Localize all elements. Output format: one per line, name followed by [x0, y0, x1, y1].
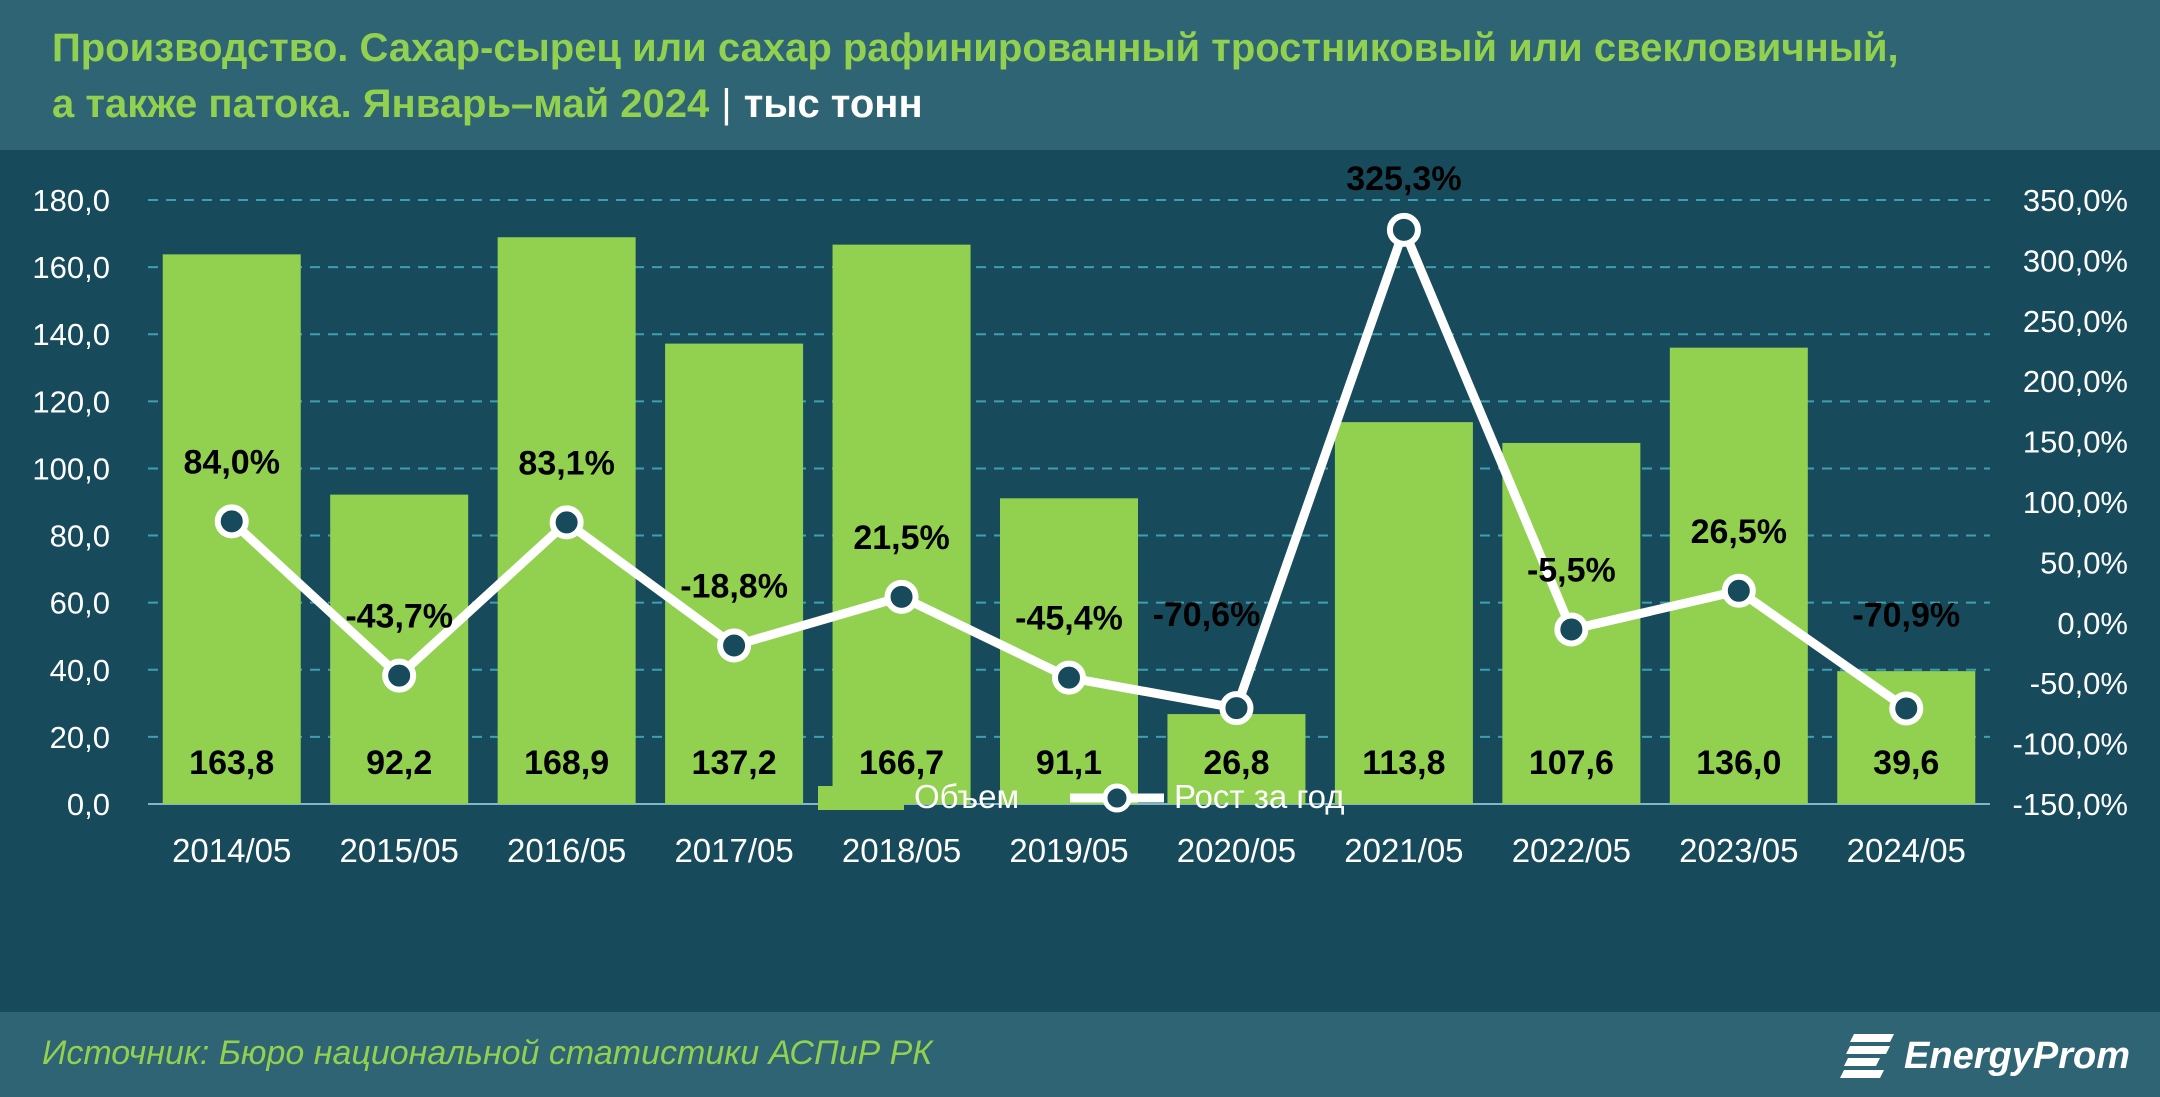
growth-value-label: 83,1%	[518, 444, 614, 482]
legend-line-label: Рост за год	[1174, 778, 1345, 815]
x-tick-label: 2015/05	[340, 832, 459, 869]
growth-value-label: -18,8%	[680, 568, 788, 606]
bar-2021/05	[1334, 422, 1473, 804]
x-tick-label: 2023/05	[1679, 832, 1798, 869]
x-tick-label: 2018/05	[842, 832, 961, 869]
bar-value-label: 113,8	[1362, 744, 1445, 782]
growth-value-label: -70,9%	[1852, 596, 1960, 634]
growth-point-2021/05	[1386, 212, 1421, 247]
bar-2020/05	[1167, 714, 1306, 804]
y-left-tick-label: 100,0	[32, 451, 110, 486]
y-left-tick-label: 180,0	[32, 183, 110, 218]
y-right-tick-label: 150,0%	[2023, 425, 2128, 460]
y-left-tick-label: 140,0	[32, 317, 110, 352]
chart-area: 0,0 20,0 40,0 60,0 80,0 100,0 120,0 140,0 160,0 1…	[0, 150, 2160, 1012]
growth-value-label: 21,5%	[853, 519, 949, 557]
y-right-tick-label: 200,0%	[2023, 364, 2128, 399]
brand-logo: EnergyProm	[1840, 1026, 2130, 1086]
bar-value-label: 166,7	[859, 744, 944, 782]
bar-value-label: 39,6	[1873, 744, 1939, 782]
growth-value-label: 26,5%	[1691, 513, 1787, 551]
x-tick-label: 2016/05	[507, 832, 626, 869]
y-left-tick-label: 120,0	[32, 384, 110, 419]
bar-value-label: 137,2	[692, 744, 777, 782]
growth-point-2023/05	[1721, 573, 1756, 608]
x-tick-label: 2014/05	[172, 832, 291, 869]
y-left-tick-label: 20,0	[50, 720, 110, 755]
y-right-tick-label: 100,0%	[2023, 485, 2128, 520]
title-line-1: Производство. Сахар-сырец или сахар рафи…	[52, 26, 1899, 70]
growth-point-2016/05	[549, 505, 584, 540]
growth-value-label: -5,5%	[1527, 551, 1616, 589]
growth-value-label: 325,3%	[1346, 160, 1461, 198]
growth-point-2017/05	[717, 628, 752, 663]
growth-point-2024/05	[1889, 691, 1924, 726]
bar-value-label: 163,8	[189, 744, 274, 782]
y-left-tick-label: 60,0	[50, 586, 110, 621]
energyprom-logo-icon	[1840, 1034, 1895, 1078]
y-left-tick-label: 40,0	[50, 653, 110, 688]
x-tick-label: 2017/05	[674, 832, 793, 869]
logo-text: EnergyProm	[1904, 1034, 2130, 1077]
title-line-2: а также патока. Январь–май 2024	[52, 82, 710, 126]
growth-value-label: 84,0%	[184, 443, 280, 481]
y-left-tick-label: 160,0	[32, 250, 110, 285]
legend-line-marker	[1102, 783, 1132, 813]
x-tick-label: 2022/05	[1512, 832, 1631, 869]
bar-value-label: 136,0	[1696, 744, 1781, 782]
y-left-tick-label: 0,0	[67, 787, 110, 822]
y-right-tick-label: -100,0%	[2013, 727, 2128, 762]
legend-bar-label: Объем	[914, 778, 1019, 815]
bar-2018/05	[832, 244, 971, 804]
y-right-tick-label: 300,0%	[2023, 243, 2128, 278]
y-left-tick-label: 80,0	[50, 519, 110, 554]
bar-2017/05	[665, 343, 804, 804]
footer-panel: Источник: Бюро национальной статистики А…	[0, 1012, 2160, 1097]
y-right-tick-label: -150,0%	[2013, 787, 2128, 822]
growth-value-label: -45,4%	[1015, 600, 1123, 638]
bar-value-label: 26,8	[1203, 744, 1269, 782]
source-note: Источник: Бюро национальной статистики А…	[42, 1034, 933, 1072]
y-right-tick-label: 350,0%	[2023, 183, 2128, 218]
growth-point-2019/05	[1052, 660, 1086, 695]
growth-point-2014/05	[214, 504, 249, 539]
growth-point-2018/05	[884, 579, 919, 614]
growth-point-2020/05	[1219, 691, 1254, 726]
growth-point-2022/05	[1554, 612, 1589, 647]
x-tick-label: 2021/05	[1344, 832, 1463, 869]
x-tick-label: 2024/05	[1847, 832, 1966, 869]
y-right-tick-label: 0,0%	[2057, 606, 2128, 641]
legend-bar-swatch	[818, 786, 904, 810]
growth-value-label: -43,7%	[345, 598, 453, 636]
x-tick-label: 2020/05	[1177, 832, 1296, 869]
header-panel: Производство. Сахар-сырец или сахар рафи…	[0, 0, 2160, 150]
y-right-tick-label: 250,0%	[2023, 304, 2128, 339]
bar-value-label: 168,9	[524, 744, 609, 782]
x-tick-label: 2019/05	[1009, 832, 1128, 869]
chart-svg: 0,0 20,0 40,0 60,0 80,0 100,0 120,0 140,0 160,0 1…	[32, 160, 2128, 869]
growth-value-label: -70,6%	[1153, 596, 1261, 634]
title-separator: |	[721, 82, 732, 126]
bar-2015/05	[330, 494, 469, 804]
bar-2024/05	[1837, 671, 1976, 804]
title-unit: тыс тонн	[743, 82, 923, 126]
y-right-tick-label: 50,0%	[2040, 545, 2128, 580]
y-right-tick-label: -50,0%	[2030, 666, 2128, 701]
growth-point-2015/05	[382, 658, 417, 693]
chart-title: Производство. Сахар-сырец или сахар рафи…	[52, 20, 2112, 132]
bar-value-label: 107,6	[1529, 744, 1614, 782]
bar-value-label: 91,1	[1036, 744, 1102, 782]
bar-value-label: 92,2	[366, 744, 432, 782]
